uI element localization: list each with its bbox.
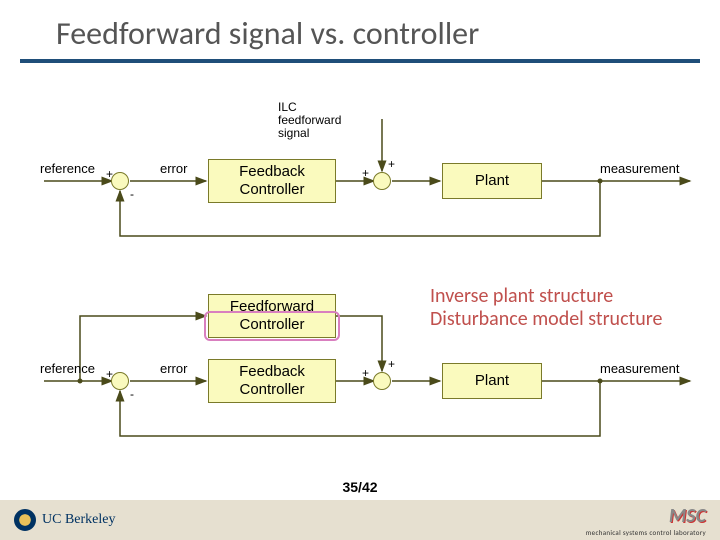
top-feedback-block: Feedback Controller (208, 159, 336, 203)
top-sum2 (373, 172, 391, 190)
bottom-sum2 (373, 372, 391, 390)
top-plant-block: Plant (442, 163, 542, 199)
annotation-line1: Inverse plant structure (430, 285, 662, 308)
bottom-feedback-block-label: Feedback Controller (239, 363, 305, 399)
bottom-reference-label: reference (40, 361, 95, 376)
berkeley-seal-icon (14, 509, 36, 531)
bottom-error-label: error (160, 361, 187, 376)
bottom-sum2-plus-top: + (388, 357, 395, 371)
bottom-plant-block-label: Plant (475, 372, 509, 390)
wiring-svg (0, 63, 720, 483)
feedforward-highlight (204, 311, 340, 341)
top-sum1 (111, 172, 129, 190)
top-sum1-plus: + (106, 167, 113, 181)
msc-subtitle: mechanical systems control laboratory (586, 528, 706, 537)
footer-left: UC Berkeley (14, 509, 115, 531)
top-sum2-plus-top: + (388, 157, 395, 171)
bottom-feedback-block: Feedback Controller (208, 359, 336, 403)
annotation-line2: Disturbance model structure (430, 308, 662, 331)
top-feedback-block-label: Feedback Controller (239, 163, 305, 199)
page-number: 35/42 (342, 479, 377, 495)
diagram-area: reference + - error Feedback Controller … (0, 63, 720, 483)
top-sum1-minus: - (130, 187, 134, 201)
top-error-label: error (160, 161, 187, 176)
bottom-sum1-minus: - (130, 387, 134, 401)
footer-right: MSC mechanical systems control laborator… (586, 504, 706, 537)
top-plant-block-label: Plant (475, 172, 509, 190)
ilc-label: ILC feedforward signal (278, 101, 341, 141)
slide-title: Feedforward signal vs. controller (0, 0, 720, 59)
bottom-sum2-plus-left: + (362, 366, 369, 380)
top-reference-label: reference (40, 161, 95, 176)
bottom-sum1-plus: + (106, 367, 113, 381)
bottom-sum1 (111, 372, 129, 390)
bottom-measurement-label: measurement (600, 361, 679, 376)
footer-bar: UC Berkeley MSC mechanical systems contr… (0, 500, 720, 540)
top-sum2-plus-left: + (362, 166, 369, 180)
msc-logo: MSC (586, 504, 706, 528)
bottom-plant-block: Plant (442, 363, 542, 399)
annotation-text: Inverse plant structure Disturbance mode… (430, 285, 662, 331)
top-measurement-label: measurement (600, 161, 679, 176)
berkeley-text: UC Berkeley (42, 512, 115, 528)
